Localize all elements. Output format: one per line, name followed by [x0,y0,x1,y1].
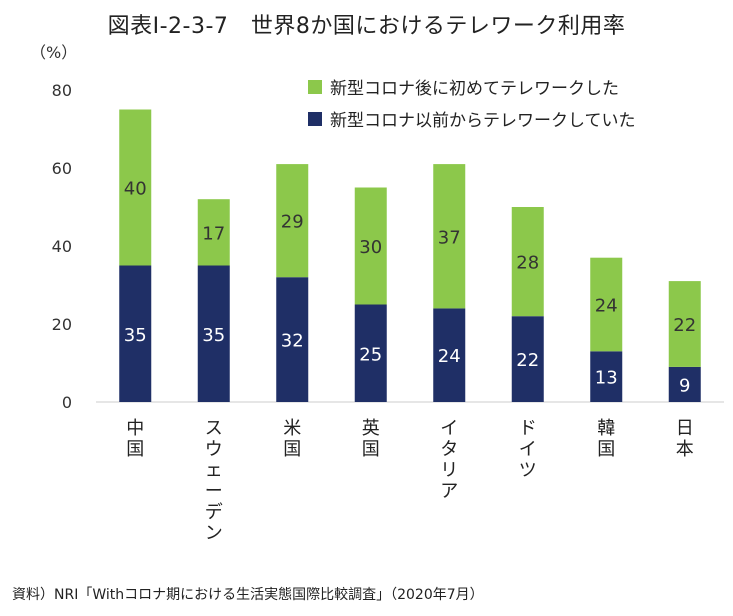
bar-segment [511,316,544,402]
stacked-bar-chart: （%） 0 20 40 60 80 35 40 35 17 32 29 25 30 24 37 22 28 13… [30,43,724,544]
category-label: 英国 [362,418,380,460]
bar-segment [354,304,387,402]
bar-segment [433,308,466,402]
data-label: 24 [595,296,618,317]
y-axis-unit-label: （%） [30,43,77,62]
legend-swatch [308,80,322,94]
data-label: 22 [516,350,539,371]
bar-segment [276,164,309,278]
source-note: 資料）NRI「Withコロナ期における生活実態国際比較調査」（2020年7月） [12,587,484,603]
category-label: 中国 [126,418,144,460]
data-label: 35 [124,325,147,346]
bars: 35 40 35 17 32 29 25 30 24 37 22 28 13 24 9 22 [119,109,701,402]
data-label: 25 [359,344,382,365]
category-label: 日本 [676,418,694,460]
data-label: 24 [438,346,461,367]
bar-segment [668,281,701,367]
data-label: 28 [516,253,539,274]
data-label: 22 [673,315,696,336]
bar-segment [590,257,623,352]
data-label: 40 [124,179,147,200]
y-tick-label: 60 [52,159,72,178]
bar-segment [197,199,230,266]
bar-segment [119,265,152,402]
y-tick-label: 80 [52,81,72,100]
bar-segment [590,351,623,402]
data-label: 9 [679,375,690,396]
chart-title: 図表Ⅰ-2-3-7 世界8か国におけるテレワーク利用率 [107,14,626,39]
y-tick-label: 20 [52,315,72,334]
category-label: 韓国 [597,418,615,460]
data-label: 37 [438,227,461,248]
category-label: イタリア [440,418,458,502]
bar-segment [276,277,309,402]
bar-segment [668,366,701,402]
category-label: スウェーデン [205,418,223,544]
bar-segment [511,207,544,317]
category-label: ドイツ [519,418,537,481]
y-tick-label: 40 [52,237,72,256]
data-label: 13 [595,368,618,389]
y-tick-label: 0 [62,393,72,412]
legend-label: 新型コロナ後に初めてテレワークした [330,79,619,99]
data-label: 32 [281,331,304,352]
bar-segment [433,164,466,309]
data-label: 30 [359,237,382,258]
bar-segment [197,265,230,402]
bar-segment [119,109,152,266]
bar-segment [354,187,387,305]
data-label: 29 [281,212,304,233]
category-label: 米国 [283,418,301,460]
legend-label: 新型コロナ以前からテレワークしていた [330,111,636,131]
legend-swatch [308,112,322,126]
category-labels: 中国 スウェーデン 米国 英国 イタリア ドイツ 韓国 日本 [126,418,694,544]
data-label: 17 [202,223,225,244]
data-label: 35 [202,325,225,346]
